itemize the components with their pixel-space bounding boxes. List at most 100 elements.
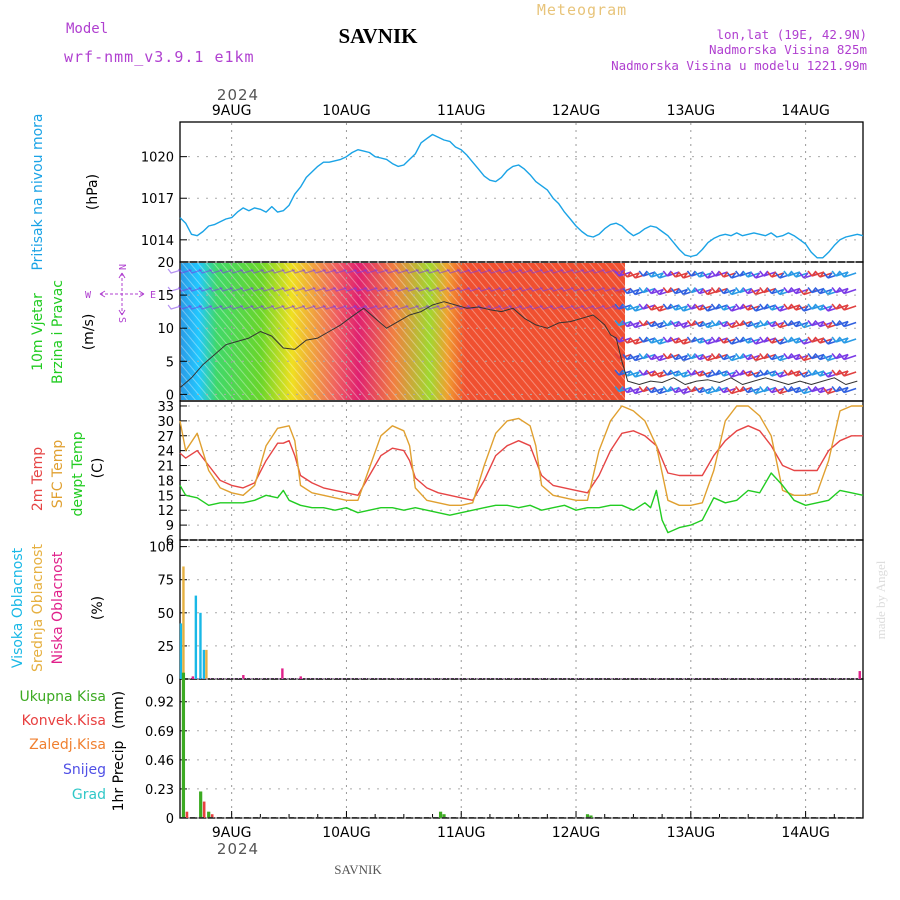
- wind-barb: [446, 268, 461, 274]
- wind-barb: [167, 268, 182, 274]
- y-tick-label: 0: [166, 388, 174, 403]
- model-altitude-label: Nadmorska Visina u modelu 1221.99m: [611, 58, 867, 73]
- wind-barb: [425, 304, 440, 310]
- wind-barb: [240, 304, 254, 310]
- day-label-bottom: 12AUG: [552, 825, 601, 841]
- pressure-ylabel: Pritisak na nivou mora: [30, 113, 46, 270]
- y-tick-label: 33: [157, 400, 174, 415]
- wind-barb: [322, 286, 337, 292]
- precip-konv-bar: [185, 811, 189, 818]
- wind-barb: [178, 286, 192, 292]
- wind-barb: [425, 286, 440, 292]
- pressure-unit: (hPa): [85, 174, 101, 210]
- wind-barb: [281, 304, 295, 310]
- cloud-bar-high: [194, 595, 198, 679]
- cloud-bar-low: [858, 671, 861, 679]
- wind-barb: [209, 268, 223, 274]
- wind-barb: [560, 268, 574, 274]
- wind-barb: [198, 286, 213, 292]
- wind-barb: [198, 304, 213, 310]
- y-tick-label: 27: [157, 430, 174, 445]
- day-label-bottom: 10AUG: [322, 825, 371, 841]
- wind-barb: [384, 286, 399, 292]
- day-label-bottom: 13AUG: [667, 825, 716, 841]
- y-tick-label: 12: [157, 504, 174, 519]
- credit-watermark: made by Angel: [873, 560, 888, 639]
- wind-barb: [518, 268, 533, 274]
- wind-barb: [260, 304, 275, 310]
- wind-barb: [291, 304, 306, 310]
- wind-barb: [363, 286, 378, 292]
- wind-barb: [580, 304, 595, 310]
- y-tick-label: 15: [157, 489, 174, 504]
- wind-barb: [839, 304, 857, 311]
- wind-barb: [591, 304, 605, 310]
- wind-barb: [498, 268, 512, 274]
- day-label-bottom: 9AUG: [212, 825, 252, 841]
- wind-barbs-light: [167, 268, 857, 395]
- model-value: wrf-nmm_v3.9.1 e1km: [64, 48, 255, 66]
- wind-barb: [839, 370, 857, 377]
- wind-barb: [332, 268, 347, 274]
- wind-barb: [353, 304, 368, 310]
- wind-barb: [611, 268, 626, 274]
- wind-barb: [271, 304, 285, 310]
- wind-barb: [560, 304, 574, 310]
- wind-barb: [425, 268, 440, 274]
- wind-barb: [839, 271, 857, 278]
- wind-barb: [839, 387, 857, 394]
- wind-barb: [178, 268, 192, 274]
- wind-barb: [219, 268, 233, 274]
- legend-zaledj: Zaledj.Kisa: [29, 737, 106, 753]
- wind-barb: [209, 286, 223, 292]
- wind-barb: [229, 304, 244, 310]
- y-tick-label: 0.69: [145, 725, 174, 740]
- wind-barb: [240, 286, 254, 292]
- compass-west: W: [85, 290, 92, 301]
- legend-total: Ukupna Kisa: [19, 689, 106, 705]
- wind-barb: [374, 304, 388, 310]
- wind-barb: [178, 304, 192, 310]
- y-tick-label: 0.92: [145, 696, 174, 711]
- precip-total-bar: [207, 811, 211, 818]
- wind-barb: [529, 304, 543, 310]
- wind-barb: [518, 304, 533, 310]
- cloud-bar-low: [191, 676, 195, 679]
- wind-barb: [839, 321, 857, 328]
- wind-barb: [467, 268, 481, 274]
- wind-barb: [601, 304, 616, 310]
- wind-barb: [487, 286, 502, 292]
- precip-total-bar: [442, 814, 446, 818]
- wind-barb: [291, 268, 306, 274]
- wind-barb: [374, 268, 388, 274]
- temp-ylabel-2: SFC Temp: [50, 440, 66, 509]
- wind-barb: [250, 286, 264, 292]
- wind-barb: [312, 268, 326, 274]
- wind-barb: [549, 304, 564, 310]
- day-label-top: 12AUG: [552, 103, 601, 119]
- wind-barb: [839, 354, 857, 361]
- wind-barb: [456, 286, 471, 292]
- cloud-bar-mid: [205, 649, 208, 679]
- wind-barb: [549, 268, 564, 274]
- wind-barb: [539, 268, 554, 274]
- wind-barb: [580, 286, 595, 292]
- legend-grad: Grad: [72, 787, 106, 803]
- wind-barb: [198, 268, 213, 274]
- wind-barb: [322, 268, 337, 274]
- temp-sfc-line: [179, 405, 863, 506]
- cloud-bar-high: [202, 649, 206, 679]
- wind-barb: [394, 268, 409, 274]
- altitude-label: Nadmorska Visina 825m: [709, 42, 867, 57]
- wind-barb: [415, 268, 430, 274]
- wind-barb: [580, 268, 595, 274]
- compass-north: N: [116, 264, 127, 270]
- clouds-panel: [179, 539, 864, 680]
- cloud-ylabel-low: Niska Oblacnost: [50, 551, 66, 664]
- wind-ylabel-2: Brzina i Pravac: [50, 280, 66, 384]
- cloud-bar-mid: [182, 566, 185, 679]
- wind-barb: [446, 304, 461, 310]
- y-tick-label: 20: [157, 256, 174, 271]
- wind-barb: [219, 286, 233, 292]
